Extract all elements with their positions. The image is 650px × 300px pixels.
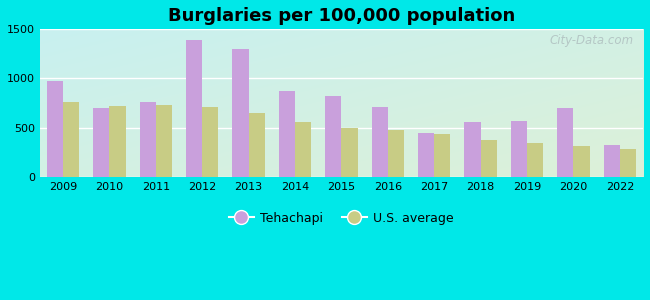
Bar [186,40,202,177]
Bar [620,149,636,177]
Bar [573,146,590,177]
Bar [527,143,543,177]
Bar [202,107,218,177]
Bar [109,106,125,177]
Bar [418,133,434,177]
Bar [341,128,358,177]
Bar [604,145,620,177]
Title: Burglaries per 100,000 population: Burglaries per 100,000 population [168,7,515,25]
Bar [557,108,573,177]
Bar [248,113,265,177]
Text: City-Data.com: City-Data.com [550,34,634,47]
Bar [511,121,527,177]
Bar [372,107,388,177]
Bar [480,140,497,177]
Bar [93,108,109,177]
Bar [464,122,480,177]
Bar [388,130,404,177]
Legend: Tehachapi, U.S. average: Tehachapi, U.S. average [224,207,459,230]
Bar [434,134,450,177]
Bar [47,81,63,177]
Bar [140,102,156,177]
Bar [295,122,311,177]
Bar [233,49,248,177]
Bar [63,102,79,177]
Bar [325,96,341,177]
Bar [279,91,295,177]
Bar [156,105,172,177]
